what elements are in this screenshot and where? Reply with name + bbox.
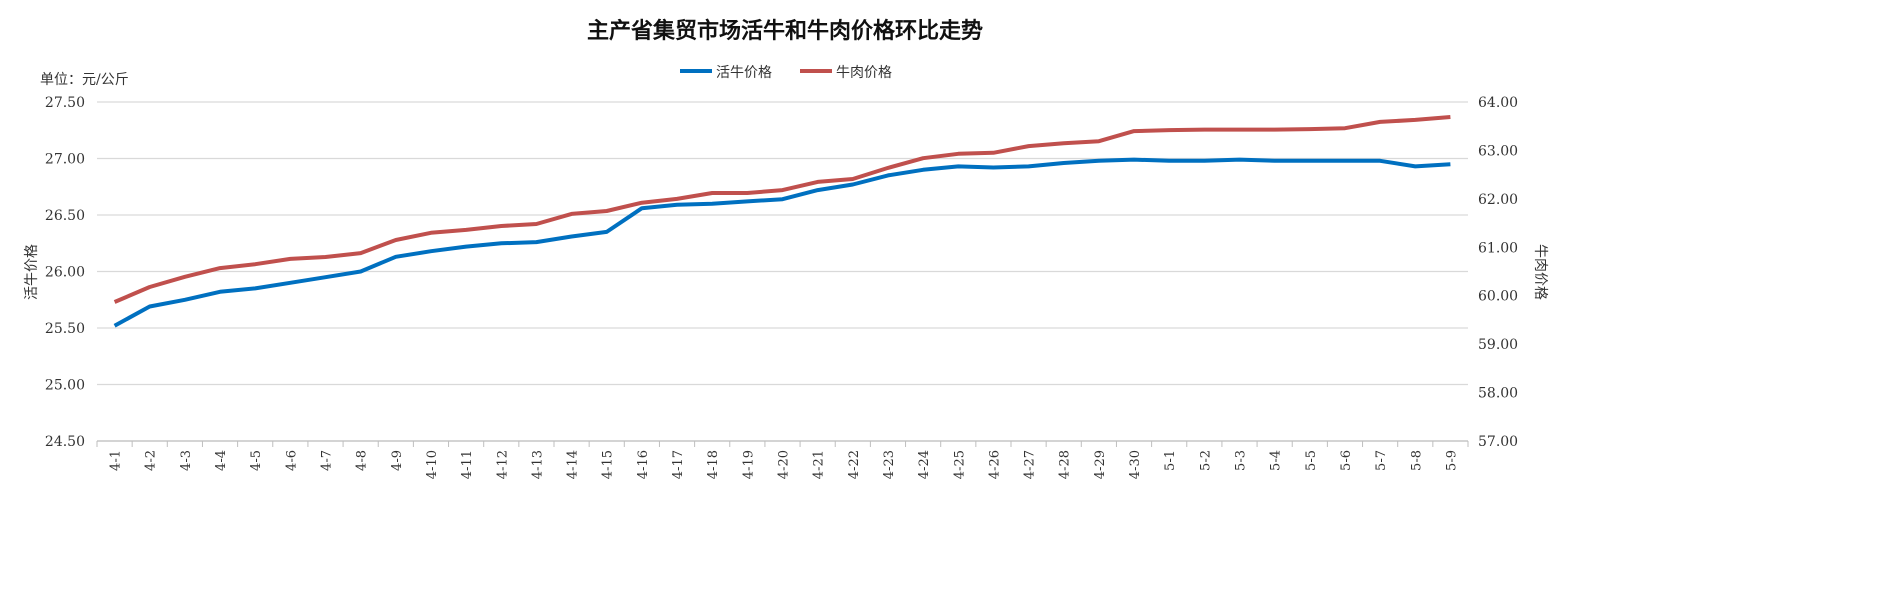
x-tick-label: 5-6 (1339, 450, 1354, 471)
x-tick-label: 4-7 (320, 450, 335, 471)
x-tick-label: 4-23 (882, 450, 897, 479)
gridlines (97, 101, 1468, 442)
x-tick-label: 4-29 (1093, 450, 1108, 479)
y2-tick-label: 57.00 (1478, 434, 1518, 450)
x-tick-label: 5-3 (1234, 450, 1249, 471)
x-tick-label: 4-11 (460, 450, 475, 479)
x-tick-label: 4-18 (706, 450, 721, 479)
y2-tick-label: 58.00 (1478, 386, 1518, 402)
x-tick-label: 4-26 (987, 450, 1002, 479)
y-tick-label: 27.00 (45, 152, 85, 168)
y2-axis-title: 牛肉价格 (1532, 244, 1548, 300)
x-tick-label: 4-10 (425, 450, 440, 479)
x-tick-label: 5-2 (1198, 450, 1213, 471)
y2-tick-label: 64.00 (1478, 95, 1518, 111)
y-tick-label: 26.50 (45, 208, 85, 224)
x-tick-label: 4-8 (355, 450, 370, 471)
y2-tick-label: 60.00 (1478, 289, 1518, 305)
y2-tick-label: 63.00 (1478, 143, 1518, 159)
x-tick-label: 4-5 (249, 450, 264, 471)
x-tick-label: 5-9 (1444, 450, 1459, 471)
x-tick-label: 4-15 (601, 450, 616, 479)
x-tick-label: 5-7 (1374, 450, 1389, 471)
y2-tick-label: 59.00 (1478, 337, 1518, 353)
series-lines (113, 115, 1451, 328)
x-tick-label: 5-5 (1304, 450, 1319, 471)
y-tick-label: 25.50 (45, 321, 85, 337)
y-tick-label: 26.00 (45, 265, 85, 281)
y-axis-left: 24.50 25.00 25.50 26.00 26.50 27.00 27.50 (45, 95, 85, 450)
y2-tick-label: 62.00 (1478, 192, 1518, 208)
x-tick-label: 4-30 (1128, 450, 1143, 479)
x-tick-label: 4-6 (284, 450, 299, 471)
x-tick-label: 4-24 (917, 450, 932, 479)
chart-title: 主产省集贸市场活牛和牛肉价格环比走势 (587, 18, 983, 44)
y-axis-right: 57.00 58.00 59.00 60.00 61.00 62.00 63.00 64.00 (1478, 95, 1518, 450)
y-tick-label: 25.00 (45, 378, 85, 394)
x-tick-label: 4-21 (812, 450, 827, 479)
x-tick-label: 4-14 (566, 450, 581, 479)
x-tick-label: 4-17 (671, 450, 686, 479)
x-tick-label: 4-4 (214, 450, 229, 471)
unit-label: 单位：元/公斤 (40, 72, 129, 88)
x-tick-label: 4-19 (741, 450, 756, 479)
x-tick-label: 4-13 (530, 450, 545, 479)
x-tick-label: 4-2 (144, 450, 159, 471)
x-tick-label: 4-22 (847, 450, 862, 479)
series-line-live-cattle (113, 157, 1451, 328)
x-tick-label: 4-12 (495, 450, 510, 479)
y2-tick-label: 61.00 (1478, 240, 1518, 256)
x-tick-label: 4-27 (1023, 450, 1038, 479)
legend-label: 活牛价格 (716, 65, 772, 81)
x-tick-label: 5-8 (1409, 450, 1424, 471)
x-tick-label: 5-4 (1269, 450, 1284, 471)
y-axis-title: 活牛价格 (24, 244, 40, 300)
x-tick-label: 4-9 (390, 450, 405, 471)
x-tick-label: 4-20 (777, 450, 792, 479)
y-tick-label: 27.50 (45, 95, 85, 111)
x-tick-label: 4-28 (1058, 450, 1073, 479)
legend-label: 牛肉价格 (836, 65, 892, 81)
legend: 活牛价格 牛肉价格 (680, 65, 892, 81)
x-tick-label: 4-3 (179, 450, 194, 471)
y-tick-label: 24.50 (45, 434, 85, 450)
x-axis: 4-1 4-2 4-3 4-4 4-5 4-6 4-7 4-8 4-9 4-10 4-11 4-12 4… (96, 440, 1469, 479)
x-tick-label: 5-1 (1163, 450, 1178, 471)
x-tick-label: 4-25 (952, 450, 967, 479)
series-line-beef (113, 115, 1451, 304)
x-tick-label: 4-1 (109, 450, 124, 471)
x-tick-label: 4-16 (636, 450, 651, 479)
